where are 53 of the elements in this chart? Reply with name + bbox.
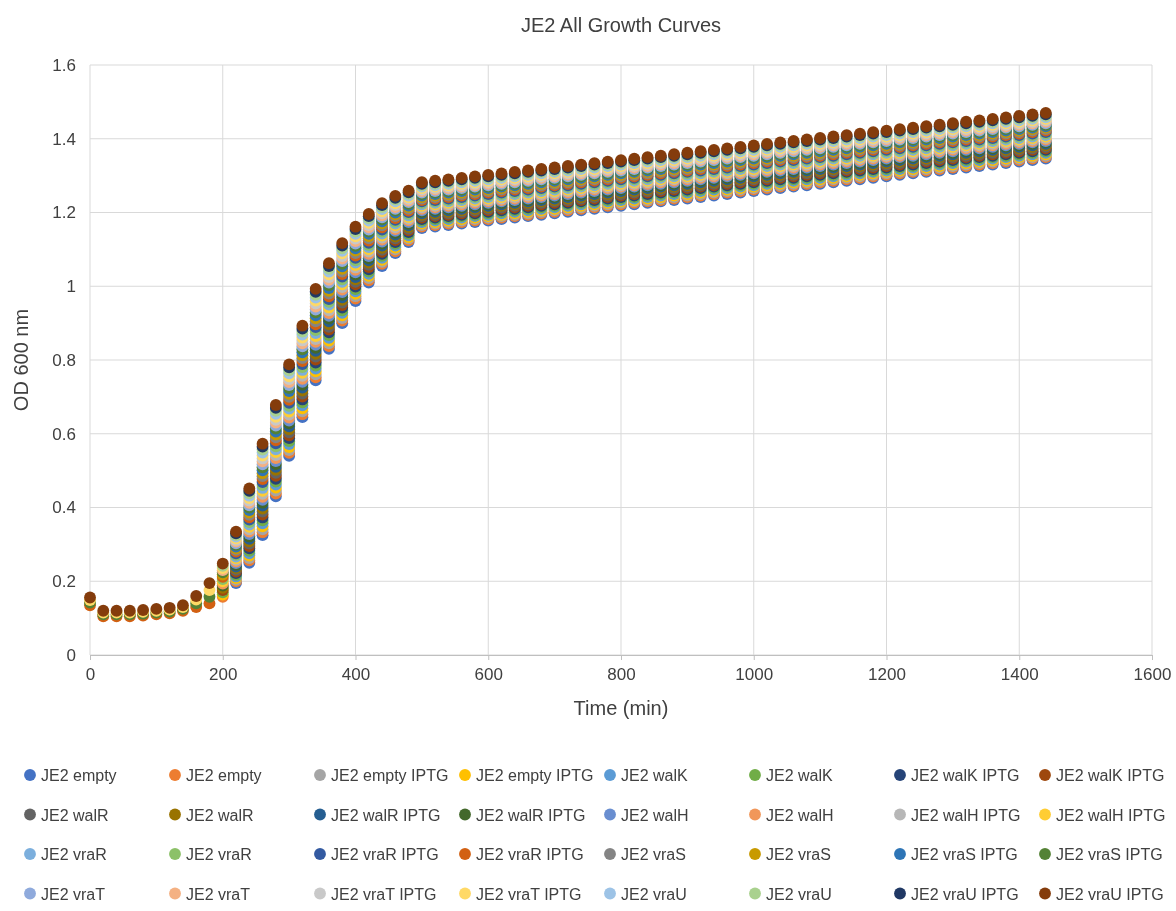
legend-label: JE2 vraR IPTG: [476, 846, 584, 863]
x-tick-label: 1400: [1000, 665, 1039, 685]
x-tick-label: 400: [341, 665, 371, 685]
legend-label: JE2 walR: [186, 806, 254, 824]
x-tick-label: 800: [607, 665, 636, 685]
y-tick-label: 1.2: [52, 203, 76, 223]
legend-label: JE2 vraR: [186, 846, 252, 863]
y-tick-label: 0.2: [52, 572, 76, 592]
x-tick-label: 1000: [735, 665, 774, 685]
legend-label: JE2 walK: [621, 767, 689, 784]
legend-label: JE2 vraT: [186, 885, 251, 903]
legend-label: JE2 vraS: [766, 846, 831, 863]
y-tick-label: 0.6: [52, 424, 76, 444]
legend-label: JE2 walK: [766, 767, 834, 784]
y-tick-label: 1.4: [52, 129, 76, 149]
legend-label: JE2 vraT IPTG: [331, 885, 437, 903]
y-tick-label: 1.6: [52, 55, 76, 75]
y-axis-title: OD 600 nm: [10, 308, 32, 412]
legend-label: JE2 walK IPTG: [911, 767, 1020, 784]
x-axis-title: Time (min): [573, 697, 669, 719]
y-tick-label: 0: [66, 645, 76, 665]
x-tick-label: 1600: [1133, 665, 1172, 685]
legend-label: JE2 vraT: [41, 885, 106, 903]
legend-label: JE2 walR IPTG: [476, 806, 586, 824]
legend-label: JE2 empty IPTG: [331, 767, 449, 784]
legend-label: JE2 vraU IPTG: [1056, 885, 1164, 903]
legend-label: JE2 empty: [186, 767, 262, 784]
x-tick-label: 600: [474, 665, 503, 685]
legend-label: JE2 walK IPTG: [1056, 767, 1165, 784]
legend-label: JE2 walR IPTG: [331, 806, 441, 824]
legend-label: JE2 vraU IPTG: [911, 885, 1019, 903]
legend-label: JE2 walH IPTG: [1056, 806, 1166, 824]
legend-label: JE2 walH: [621, 806, 689, 824]
legend-label: JE2 empty IPTG: [476, 767, 594, 784]
legend-label: JE2 walH: [766, 806, 834, 824]
legend-label: JE2 vraU: [621, 885, 687, 903]
legend-label: JE2 vraR: [41, 846, 107, 863]
x-tick-label: 0: [85, 665, 96, 685]
y-tick-label: 0.8: [52, 350, 76, 370]
legend-label: JE2 vraT IPTG: [476, 885, 582, 903]
legend-label: JE2 vraR IPTG: [331, 846, 439, 863]
x-tick-label: 200: [209, 665, 238, 685]
y-tick-label: 1: [66, 277, 76, 297]
chart-title: JE2 All Growth Curves: [520, 14, 722, 36]
legend-label: JE2 vraS IPTG: [1056, 846, 1163, 863]
y-tick-label: 0.4: [52, 498, 76, 518]
legend-label: JE2 vraS IPTG: [911, 846, 1018, 863]
legend-label: JE2 empty: [41, 767, 117, 784]
legend-label: JE2 vraU: [766, 885, 832, 903]
legend-label: JE2 walR: [41, 806, 109, 824]
legend-label: JE2 walH IPTG: [911, 806, 1021, 824]
legend-label: JE2 vraS: [621, 846, 686, 863]
x-tick-label: 1200: [868, 665, 906, 685]
